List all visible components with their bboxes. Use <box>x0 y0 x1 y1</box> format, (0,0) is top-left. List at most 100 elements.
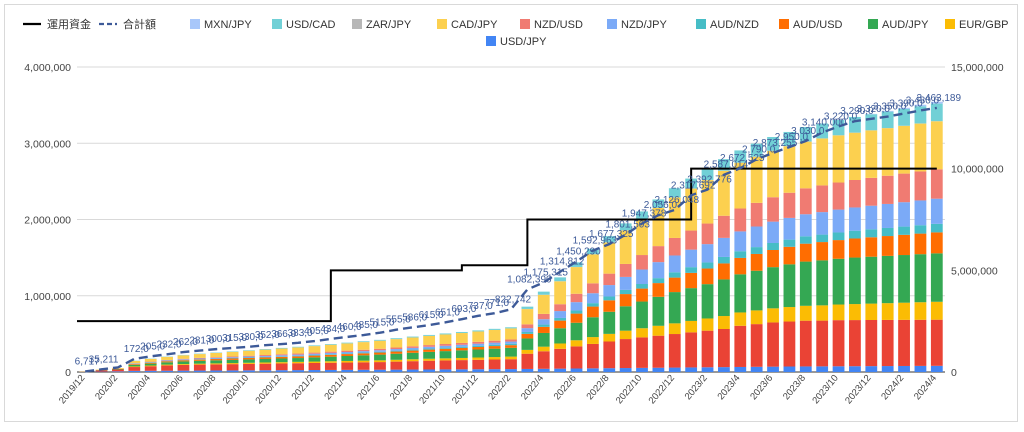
legend-swatch <box>437 19 447 29</box>
bar-segment <box>521 307 533 309</box>
total-data-label: 1,677,325 <box>589 229 634 240</box>
total-data-label: 2,126,048 <box>655 195 700 206</box>
bar-segment <box>145 363 157 364</box>
bar-segment <box>816 242 828 260</box>
bar-segment <box>456 360 468 369</box>
bar-segment <box>931 169 943 198</box>
bar-segment <box>259 356 271 357</box>
bar-segment <box>145 364 157 366</box>
bar-segment <box>751 254 763 271</box>
bar-segment <box>407 346 419 348</box>
bar-segment <box>472 346 484 347</box>
bar-segment <box>276 349 288 355</box>
bar-segment <box>882 176 894 204</box>
bar-segment <box>456 333 468 343</box>
x-tick-label: 2022/4 <box>519 373 546 402</box>
bar-segment <box>292 356 304 358</box>
bar-segment <box>325 344 337 345</box>
bar-segment <box>341 354 353 356</box>
bar-segment <box>407 361 419 369</box>
bar-segment <box>178 359 190 360</box>
legend-label: NZD/JPY <box>621 19 668 31</box>
bar-segment <box>456 369 468 372</box>
bar-segment <box>800 321 812 367</box>
bar-segment <box>734 209 746 232</box>
bar-segment <box>669 272 681 277</box>
bar-segment <box>882 303 894 320</box>
bar-segment <box>915 124 927 172</box>
bar-segment <box>227 360 239 363</box>
bar-segment <box>538 347 550 352</box>
bar-segment <box>636 284 648 289</box>
bar-segment <box>603 300 615 311</box>
bar-segment <box>702 244 714 262</box>
bar-segment <box>784 218 796 240</box>
x-tick-label: 2022/8 <box>584 373 611 402</box>
bar-segment <box>636 328 648 337</box>
bar-segment <box>178 360 190 361</box>
bar-segment <box>718 279 730 316</box>
x-tick-label: 2020/10 <box>221 373 252 406</box>
bar-segment <box>833 259 845 305</box>
bar-segment <box>358 353 370 355</box>
bar-segment <box>358 350 370 351</box>
x-tick-label: 2021/2 <box>290 373 317 402</box>
bar-segment <box>784 322 796 367</box>
bar-segment <box>538 325 550 327</box>
bar-segment <box>489 346 501 349</box>
bar-segment <box>571 302 583 310</box>
bar-segment <box>407 359 419 361</box>
bar-segment <box>194 364 206 365</box>
bar-segment <box>571 294 583 302</box>
bar-segment <box>833 232 845 240</box>
bar-segment <box>800 214 812 236</box>
bar-segment <box>915 171 927 200</box>
bar-segment <box>472 342 484 344</box>
legend-label: USD/CAD <box>286 19 336 31</box>
bar-segment <box>603 334 615 342</box>
bar-segment <box>489 359 501 369</box>
bars-layer <box>79 102 942 372</box>
bar-segment <box>718 263 730 279</box>
bar-segment <box>259 364 271 371</box>
bar-segment <box>898 202 910 226</box>
bar-segment <box>734 258 746 274</box>
bar-segment <box>227 359 239 360</box>
bar-segment <box>554 343 566 348</box>
bar-segment <box>440 360 452 369</box>
bar-segment <box>784 247 796 265</box>
bar-segment <box>505 340 517 342</box>
legend-swatch <box>352 19 362 29</box>
bar-segment <box>276 354 288 355</box>
bar-segment <box>489 369 501 372</box>
bar-segment <box>194 371 206 372</box>
right-tick-label: 15,000,000 <box>951 62 1004 74</box>
bar-segment <box>276 359 288 363</box>
bar-segment <box>341 352 353 353</box>
bar-segment <box>751 203 763 227</box>
bar-segment <box>521 338 533 349</box>
bar-segment <box>603 368 615 372</box>
bar-segment <box>227 352 239 357</box>
bar-segment <box>407 351 419 353</box>
bar-segment <box>636 270 648 284</box>
x-tick-label: 2021/10 <box>417 373 448 406</box>
bar-segment <box>653 368 665 372</box>
bar-segment <box>440 346 452 348</box>
bar-segment <box>587 344 599 368</box>
bar-segment <box>440 344 452 346</box>
bar-segment <box>456 350 468 358</box>
bar-segment <box>161 365 173 370</box>
legend-swatch <box>272 19 282 29</box>
bar-segment <box>161 371 173 372</box>
bar-segment <box>882 228 894 236</box>
bar-segment <box>456 348 468 350</box>
bar-segment <box>292 363 304 370</box>
left-tick-label: 0 <box>65 367 71 379</box>
bar-segment <box>849 304 861 320</box>
bar-segment <box>816 139 828 186</box>
bar-segment <box>767 222 779 243</box>
bar-segment <box>718 329 730 367</box>
bar-segment <box>669 368 681 372</box>
bar-segment <box>767 243 779 250</box>
